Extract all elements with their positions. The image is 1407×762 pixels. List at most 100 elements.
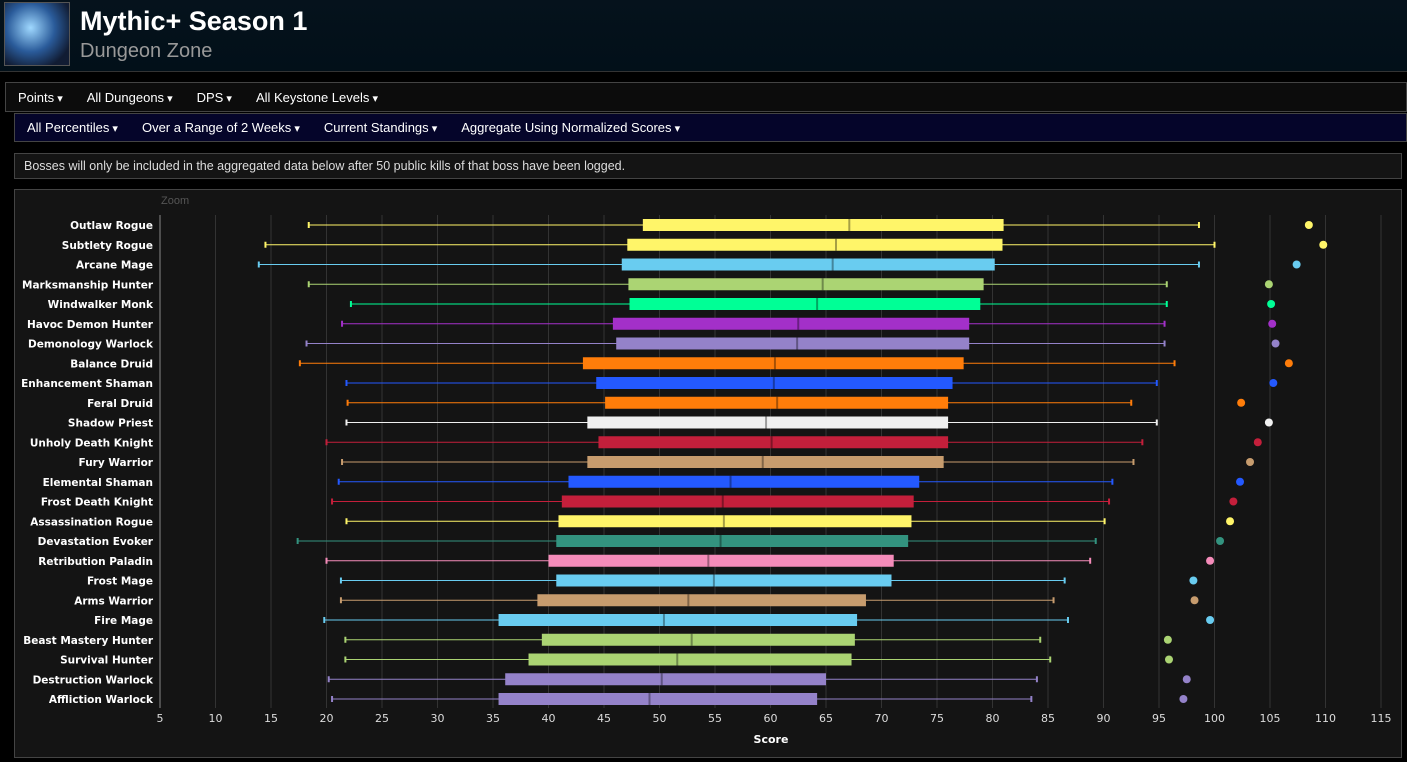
percentile-dropdown[interactable]: All Percentiles — [15, 120, 130, 135]
box — [629, 298, 981, 310]
box — [587, 456, 944, 468]
box — [498, 614, 858, 626]
box — [498, 693, 818, 705]
zoom-label[interactable]: Zoom — [161, 195, 190, 207]
outlier-point — [1163, 635, 1172, 644]
outlier-point — [1304, 221, 1313, 229]
outlier-point — [1236, 477, 1245, 486]
category-label: Feral Druid — [87, 398, 153, 410]
zone-icon — [4, 2, 70, 66]
x-tick-label: 105 — [1260, 712, 1281, 725]
category-label: Demonology Warlock — [28, 339, 154, 351]
range-dropdown[interactable]: Over a Range of 2 Weeks — [130, 120, 312, 135]
outlier-point — [1319, 240, 1328, 249]
outlier-point — [1246, 458, 1255, 466]
x-tick-label: 25 — [375, 712, 389, 725]
x-tick-label: 85 — [1041, 712, 1055, 725]
category-label: Survival Hunter — [60, 655, 154, 667]
page-title: Mythic+ Season 1 — [80, 6, 308, 36]
filter-bar-secondary: All Percentiles Over a Range of 2 Weeks … — [14, 113, 1407, 142]
box — [568, 475, 920, 488]
box — [556, 535, 909, 547]
box — [612, 317, 970, 330]
x-tick-label: 55 — [708, 712, 722, 725]
keystone-dropdown[interactable]: All Keystone Levels — [244, 90, 390, 105]
box — [621, 258, 995, 271]
category-label: Shadow Priest — [68, 418, 153, 430]
x-axis-title: Score — [754, 733, 789, 746]
outlier-point — [1271, 339, 1280, 348]
x-tick-label: 75 — [930, 712, 944, 725]
outlier-point — [1164, 655, 1173, 664]
outlier-point — [1226, 517, 1235, 526]
x-tick-label: 10 — [209, 712, 223, 725]
x-tick-label: 20 — [320, 712, 334, 725]
x-tick-label: 35 — [486, 712, 500, 725]
outlier-point — [1264, 418, 1273, 427]
box — [628, 278, 984, 291]
outlier-point — [1216, 537, 1225, 545]
x-tick-label: 40 — [542, 712, 556, 725]
box — [561, 495, 914, 508]
metric-dropdown[interactable]: Points — [6, 90, 75, 105]
x-tick-label: 70 — [875, 712, 889, 725]
box — [541, 633, 855, 646]
outlier-point — [1189, 576, 1198, 585]
role-dropdown[interactable]: DPS — [185, 90, 244, 105]
dungeon-dropdown[interactable]: All Dungeons — [75, 90, 185, 105]
standings-dropdown[interactable]: Current Standings — [312, 120, 449, 135]
category-label: Devastation Evoker — [38, 536, 154, 548]
filter-bar-primary: Points All Dungeons DPS All Keystone Lev… — [5, 82, 1407, 112]
x-tick-label: 90 — [1097, 712, 1111, 725]
x-tick-label: 60 — [764, 712, 778, 725]
outlier-point — [1264, 280, 1273, 289]
box — [537, 594, 866, 607]
category-label: Balance Druid — [70, 358, 153, 370]
box — [505, 673, 826, 686]
outlier-point — [1190, 596, 1199, 605]
outlier-point — [1267, 300, 1276, 308]
outlier-point — [1268, 319, 1277, 328]
outlier-point — [1237, 398, 1246, 407]
aggregate-dropdown[interactable]: Aggregate Using Normalized Scores — [449, 120, 692, 135]
category-label: Fire Mage — [94, 615, 153, 627]
box — [582, 357, 964, 370]
outlier-point — [1292, 260, 1301, 269]
outlier-point — [1182, 675, 1191, 684]
outlier-point — [1179, 695, 1188, 703]
notice-banner: Bosses will only be included in the aggr… — [14, 153, 1402, 179]
box — [596, 377, 953, 389]
box — [548, 554, 894, 567]
outlier-point — [1269, 379, 1278, 387]
category-label: Havoc Demon Hunter — [27, 319, 154, 331]
box — [587, 416, 949, 429]
x-tick-label: 45 — [597, 712, 611, 725]
x-tick-label: 50 — [653, 712, 667, 725]
page-header: Mythic+ Season 1 Dungeon Zone — [0, 0, 1407, 72]
category-label: Frost Death Knight — [41, 497, 153, 509]
category-label: Beast Mastery Hunter — [23, 635, 154, 647]
x-tick-label: 95 — [1152, 712, 1166, 725]
box — [605, 396, 949, 409]
category-label: Frost Mage — [87, 576, 153, 588]
category-label: Marksmanship Hunter — [22, 279, 154, 291]
box — [528, 653, 852, 666]
outlier-point — [1206, 556, 1215, 565]
x-tick-label: 30 — [431, 712, 445, 725]
category-label: Unholy Death Knight — [30, 437, 153, 449]
x-tick-label: 110 — [1315, 712, 1336, 725]
category-label: Assassination Rogue — [30, 516, 153, 528]
category-label: Arms Warrior — [74, 595, 154, 607]
box — [598, 436, 949, 449]
box — [627, 238, 1003, 251]
page-subtitle: Dungeon Zone — [80, 40, 213, 62]
x-tick-label: 115 — [1371, 712, 1392, 725]
x-tick-label: 15 — [264, 712, 278, 725]
box — [616, 337, 970, 350]
category-label: Subtlety Rogue — [62, 240, 153, 252]
outlier-point — [1284, 359, 1293, 368]
x-tick-label: 100 — [1204, 712, 1225, 725]
category-label: Arcane Mage — [76, 260, 153, 272]
category-label: Windwalker Monk — [48, 299, 154, 311]
